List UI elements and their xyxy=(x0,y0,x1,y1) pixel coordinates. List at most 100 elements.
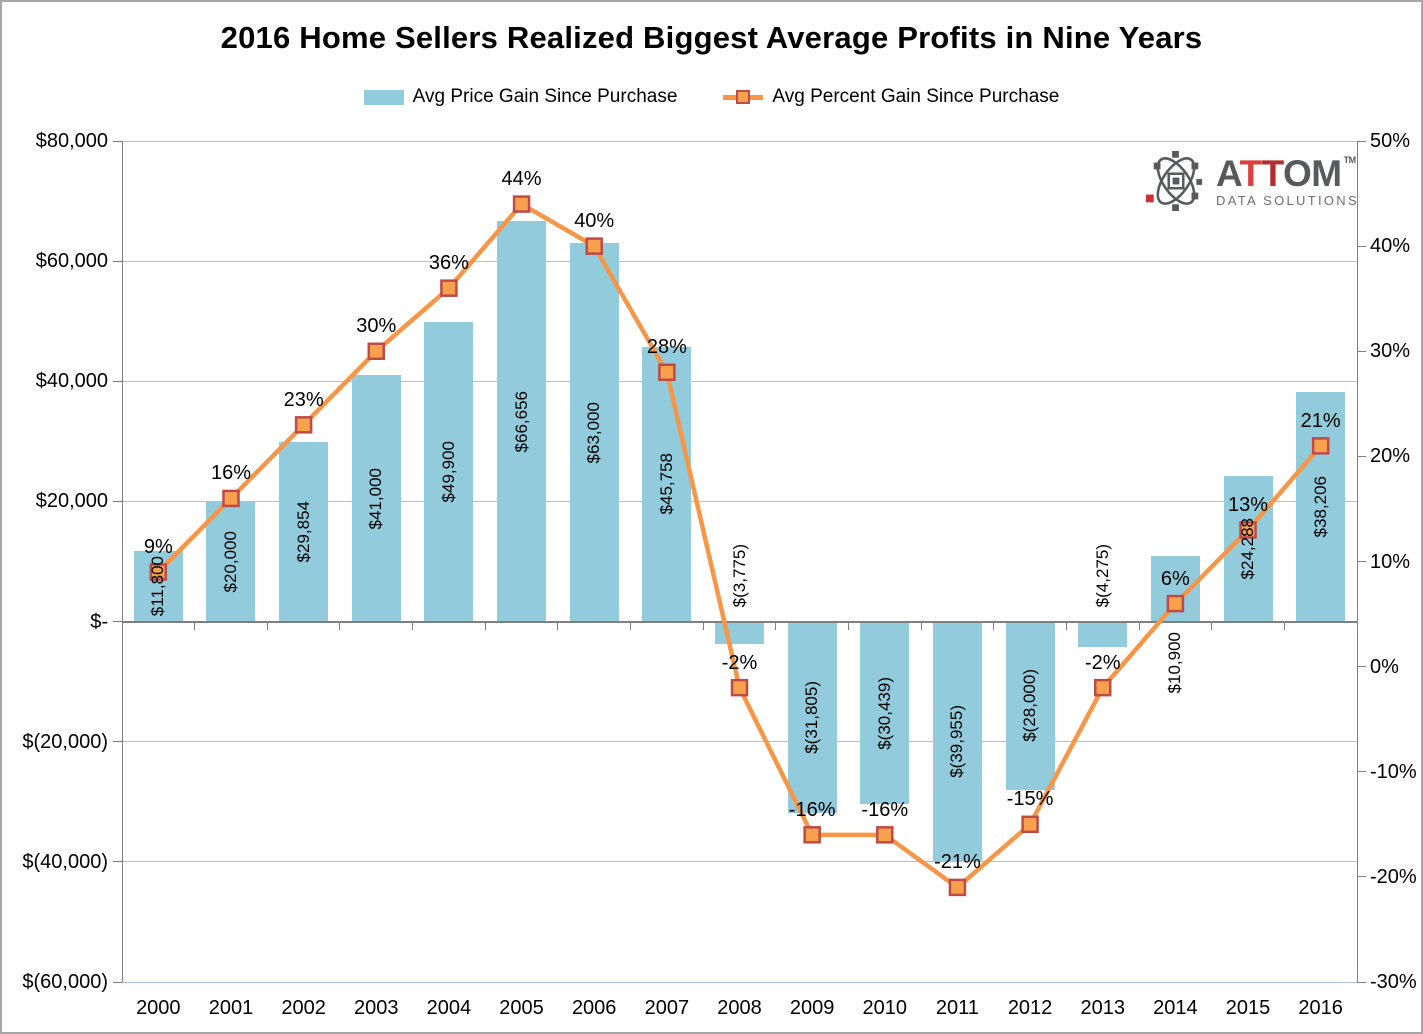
left-axis-tick-label: $(60,000) xyxy=(22,971,108,993)
logo-tm-mark: TM xyxy=(1343,155,1357,165)
line-marker-2011 xyxy=(948,878,967,897)
right-axis-line xyxy=(1356,141,1358,982)
right-axis-tick-label: 50% xyxy=(1370,130,1411,152)
x-axis-tick xyxy=(194,621,196,630)
x-axis-label-2002: 2002 xyxy=(281,997,326,1019)
bar-data-label-text: $(3,775) xyxy=(729,543,749,607)
percent-data-label-2001: 16% xyxy=(210,462,251,485)
bar-data-label-2008: $(3,775) xyxy=(728,532,752,619)
x-axis-tick xyxy=(266,621,268,630)
bar-data-label-2009: $(31,805) xyxy=(800,622,824,813)
logo-letter-t1: T xyxy=(1239,153,1262,194)
right-axis-tick-label: 30% xyxy=(1370,340,1411,363)
bar-data-label-text: $49,900 xyxy=(438,440,458,503)
bar-data-label-text: $20,000 xyxy=(220,530,240,593)
gridline xyxy=(122,741,1357,743)
x-axis-tick xyxy=(484,621,486,630)
x-axis-label-2014: 2014 xyxy=(1153,997,1198,1019)
percent-data-label-2003: 30% xyxy=(356,315,397,338)
left-axis-tick xyxy=(113,861,122,863)
legend: Avg Price Gain Since Purchase Avg Percen… xyxy=(2,86,1421,108)
bar-data-label-text: $(30,439) xyxy=(874,676,894,750)
bar-data-label-2011: $(39,955) xyxy=(945,622,969,862)
percent-data-label-2004: 36% xyxy=(428,252,469,275)
left-axis-tick xyxy=(113,741,122,743)
x-axis-tick xyxy=(775,621,777,630)
logo-letter-a: A xyxy=(1216,153,1240,194)
bar-data-label-2005: $66,656 xyxy=(510,221,534,621)
right-axis-tick xyxy=(1357,561,1366,562)
bar-data-label-text: $63,000 xyxy=(584,401,604,464)
right-axis-tick-label: 20% xyxy=(1370,445,1411,468)
gridline xyxy=(122,981,1357,983)
x-axis-label-2003: 2003 xyxy=(354,997,399,1019)
bar-data-label-text: $45,758 xyxy=(656,453,676,515)
percent-data-label-2015: 13% xyxy=(1228,493,1269,516)
left-axis-tick-label: $60,000 xyxy=(35,250,108,273)
bar-data-label-2003: $41,000 xyxy=(364,375,388,621)
bar-data-label-text: $10,900 xyxy=(1165,632,1185,694)
left-axis-tick-label: $20,000 xyxy=(35,490,108,513)
x-axis-tick xyxy=(1211,621,1213,630)
percent-data-label-2009: -16% xyxy=(788,798,836,821)
right-axis-tick-label: -10% xyxy=(1370,760,1417,783)
x-axis-label-2013: 2013 xyxy=(1080,997,1125,1019)
percent-data-label-2012: -15% xyxy=(1006,788,1054,811)
right-axis-tick xyxy=(1357,245,1366,247)
attom-logo-text: ATTOM TM DATA SOLUTIONS xyxy=(1216,155,1359,207)
x-axis-label-2015: 2015 xyxy=(1225,997,1271,1019)
x-axis-tick xyxy=(702,621,704,630)
line-marker-2012 xyxy=(1021,815,1039,834)
line-marker-2004 xyxy=(440,279,458,297)
chart-title: 2016 Home Sellers Realized Biggest Avera… xyxy=(220,20,1203,55)
gridline xyxy=(122,260,1357,262)
bar-data-label-2007: $45,758 xyxy=(655,347,679,622)
gridline xyxy=(122,861,1357,863)
percent-data-label-2014: 6% xyxy=(1160,567,1190,590)
bar-2013 xyxy=(1078,621,1128,648)
line-marker-2009 xyxy=(803,826,821,844)
percent-data-label-2000: 9% xyxy=(143,536,173,558)
bar-data-label-2006: $63,000 xyxy=(582,243,606,621)
x-axis-tick xyxy=(630,621,632,630)
left-axis-tick-label: $(20,000) xyxy=(22,730,108,753)
bar-data-label-2012: $(28,000) xyxy=(1018,622,1042,790)
bar-data-label-text: $(4,275) xyxy=(1092,543,1112,607)
x-axis-tick xyxy=(1138,621,1140,630)
bar-data-label-2014: $10,900 xyxy=(1163,625,1187,702)
left-axis-tick xyxy=(113,621,122,623)
bar-2008 xyxy=(715,621,764,645)
right-axis-tick xyxy=(1357,876,1366,878)
x-axis-label-2010: 2010 xyxy=(862,997,908,1019)
attom-brand-name: ATTOM TM xyxy=(1216,155,1359,192)
x-axis-label-2012: 2012 xyxy=(1007,997,1053,1019)
left-axis-tick-label: $40,000 xyxy=(35,370,108,393)
x-axis-label-2009: 2009 xyxy=(789,997,835,1019)
x-axis-tick xyxy=(121,621,123,630)
percent-data-label-2013: -2% xyxy=(1084,651,1121,674)
x-axis-tick xyxy=(339,621,341,630)
line-marker-2005 xyxy=(512,195,531,213)
right-axis-tick-label: -30% xyxy=(1370,971,1417,993)
line-marker-2003 xyxy=(367,342,386,360)
percent-data-label-2016: 21% xyxy=(1300,409,1341,432)
right-axis-tick-label: 40% xyxy=(1370,235,1411,258)
x-axis-tick xyxy=(1356,621,1358,630)
bar-data-label-text: $41,000 xyxy=(366,467,386,530)
line-marker-2008 xyxy=(730,678,749,697)
right-axis-tick xyxy=(1357,666,1366,668)
bar-data-label-text: $38,206 xyxy=(1310,476,1330,538)
line-marker-2010 xyxy=(876,826,894,844)
left-axis-tick xyxy=(113,500,122,502)
percent-data-label-2007: 28% xyxy=(646,336,687,359)
legend-label-line-series: Avg Percent Gain Since Purchase xyxy=(772,86,1060,107)
left-axis-tick xyxy=(113,260,122,262)
left-axis-tick-label: $80,000 xyxy=(35,130,108,152)
bar-data-label-2002: $29,854 xyxy=(292,442,316,621)
bar-data-label-text: $24,288 xyxy=(1238,517,1258,580)
bar-data-label-text: $29,854 xyxy=(293,501,313,563)
x-axis-tick xyxy=(1065,621,1067,630)
left-axis-tick xyxy=(113,140,122,142)
x-axis-label-2004: 2004 xyxy=(426,997,472,1019)
